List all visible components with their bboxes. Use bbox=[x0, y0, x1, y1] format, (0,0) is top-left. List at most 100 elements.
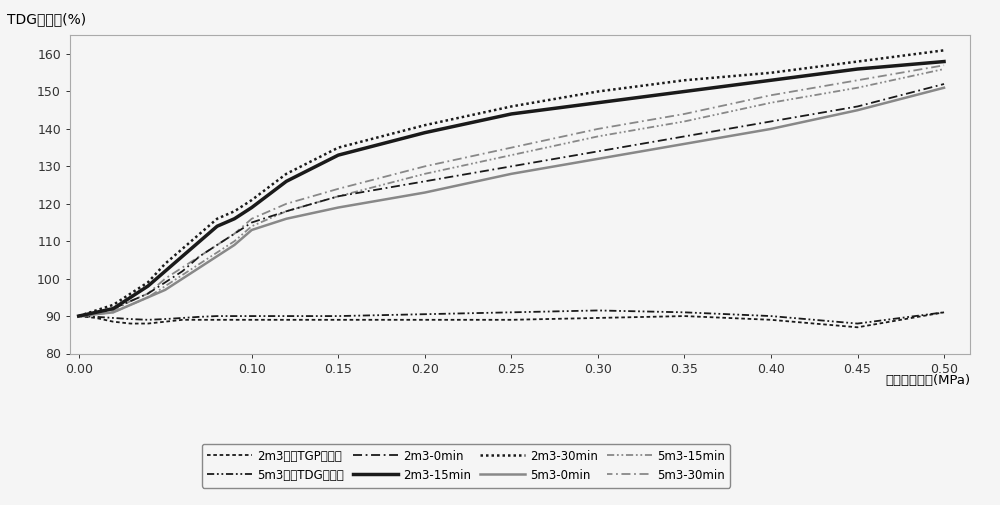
2m3-0min bbox=[73, 313, 85, 319]
5m3-0min bbox=[505, 171, 517, 177]
2m3-30min bbox=[73, 313, 85, 319]
5m3-30min bbox=[90, 309, 102, 315]
Line: 2m3-15min: 2m3-15min bbox=[79, 62, 944, 316]
2m3-15min bbox=[678, 88, 690, 94]
5m3-15min bbox=[142, 294, 154, 300]
5m3-0min bbox=[159, 287, 171, 293]
2m3-15min bbox=[159, 268, 171, 274]
5m3进水TDG饱和度 bbox=[332, 313, 344, 319]
2m3-0min bbox=[142, 290, 154, 296]
Line: 2m3-0min: 2m3-0min bbox=[79, 84, 944, 316]
5m3-30min bbox=[125, 298, 137, 304]
2m3-0min bbox=[592, 148, 604, 155]
5m3-0min bbox=[678, 141, 690, 147]
2m3进水TGP饱和度 bbox=[228, 317, 240, 323]
2m3-0min bbox=[246, 220, 258, 226]
5m3进水TDG饱和度 bbox=[176, 315, 188, 321]
5m3-15min bbox=[332, 193, 344, 199]
2m3-15min bbox=[228, 216, 240, 222]
5m3-0min bbox=[228, 242, 240, 248]
2m3-30min bbox=[125, 290, 137, 296]
2m3-15min bbox=[852, 66, 864, 72]
2m3进水TGP饱和度 bbox=[90, 315, 102, 321]
5m3-15min bbox=[159, 283, 171, 289]
2m3进水TGP饱和度 bbox=[765, 317, 777, 323]
5m3-30min bbox=[176, 265, 188, 271]
5m3进水TDG饱和度 bbox=[678, 309, 690, 315]
5m3-0min bbox=[246, 227, 258, 233]
2m3-15min bbox=[280, 178, 292, 184]
5m3-15min bbox=[419, 171, 431, 177]
2m3进水TGP饱和度 bbox=[246, 317, 258, 323]
5m3-15min bbox=[280, 208, 292, 214]
5m3进水TDG饱和度 bbox=[194, 314, 206, 320]
5m3进水TDG饱和度 bbox=[159, 316, 171, 322]
5m3-30min bbox=[938, 62, 950, 68]
5m3-15min bbox=[125, 302, 137, 308]
5m3进水TDG饱和度 bbox=[765, 313, 777, 319]
2m3进水TGP饱和度 bbox=[194, 317, 206, 323]
5m3-15min bbox=[592, 133, 604, 139]
5m3-30min bbox=[246, 216, 258, 222]
2m3-15min bbox=[73, 313, 85, 319]
2m3进水TGP饱和度 bbox=[125, 321, 137, 327]
2m3进水TGP饱和度 bbox=[211, 317, 223, 323]
2m3进水TGP饱和度 bbox=[419, 317, 431, 323]
2m3-0min bbox=[332, 193, 344, 199]
2m3-0min bbox=[90, 309, 102, 315]
5m3进水TDG饱和度 bbox=[228, 313, 240, 319]
5m3-30min bbox=[678, 111, 690, 117]
2m3-15min bbox=[142, 283, 154, 289]
5m3-30min bbox=[211, 242, 223, 248]
2m3-30min bbox=[852, 59, 864, 65]
Text: 承压罐内压力(MPa): 承压罐内压力(MPa) bbox=[885, 374, 970, 387]
2m3-30min bbox=[938, 47, 950, 54]
2m3-15min bbox=[246, 205, 258, 211]
2m3-15min bbox=[125, 294, 137, 300]
5m3-15min bbox=[765, 99, 777, 106]
2m3-15min bbox=[90, 309, 102, 315]
5m3-15min bbox=[228, 238, 240, 244]
2m3-0min bbox=[125, 298, 137, 304]
2m3-0min bbox=[765, 118, 777, 124]
2m3进水TGP饱和度 bbox=[73, 313, 85, 319]
5m3-30min bbox=[194, 253, 206, 259]
2m3-30min bbox=[228, 208, 240, 214]
Text: TDG饱和度(%): TDG饱和度(%) bbox=[7, 12, 86, 26]
5m3-0min bbox=[176, 276, 188, 282]
5m3-30min bbox=[505, 144, 517, 150]
5m3进水TDG饱和度 bbox=[280, 313, 292, 319]
5m3-30min bbox=[159, 276, 171, 282]
5m3-0min bbox=[332, 205, 344, 211]
5m3-30min bbox=[280, 201, 292, 207]
2m3-0min bbox=[678, 133, 690, 139]
5m3-15min bbox=[505, 152, 517, 158]
5m3-15min bbox=[852, 85, 864, 91]
Line: 5m3-30min: 5m3-30min bbox=[79, 65, 944, 316]
5m3进水TDG饱和度 bbox=[73, 313, 85, 319]
2m3-30min bbox=[419, 122, 431, 128]
5m3-15min bbox=[107, 309, 119, 315]
5m3-30min bbox=[419, 163, 431, 169]
2m3-30min bbox=[505, 104, 517, 110]
5m3进水TDG饱和度 bbox=[90, 314, 102, 320]
5m3-0min bbox=[211, 253, 223, 259]
5m3-0min bbox=[142, 294, 154, 300]
5m3-0min bbox=[280, 216, 292, 222]
2m3-0min bbox=[419, 178, 431, 184]
2m3-15min bbox=[211, 223, 223, 229]
5m3-0min bbox=[852, 107, 864, 113]
5m3-30min bbox=[73, 313, 85, 319]
2m3-30min bbox=[246, 197, 258, 203]
5m3进水TDG饱和度 bbox=[505, 309, 517, 315]
2m3-0min bbox=[505, 163, 517, 169]
2m3-0min bbox=[159, 279, 171, 285]
2m3-15min bbox=[505, 111, 517, 117]
2m3-30min bbox=[159, 261, 171, 267]
5m3-0min bbox=[107, 309, 119, 315]
5m3进水TDG饱和度 bbox=[107, 315, 119, 321]
5m3-0min bbox=[90, 311, 102, 317]
2m3-15min bbox=[938, 59, 950, 65]
5m3-0min bbox=[419, 189, 431, 195]
2m3-30min bbox=[765, 70, 777, 76]
